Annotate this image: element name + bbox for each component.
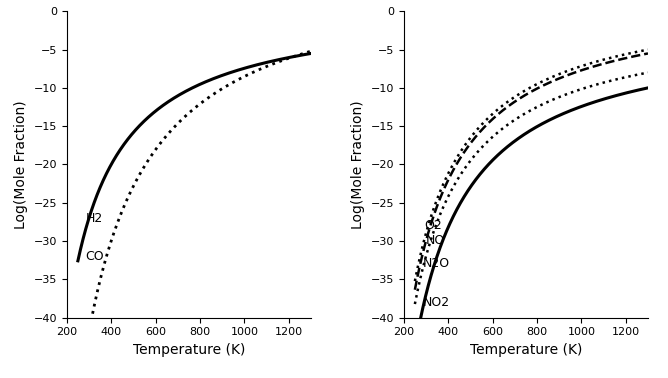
Y-axis label: Log(Mole Fraction): Log(Mole Fraction)	[351, 100, 365, 229]
Text: O2: O2	[424, 219, 442, 232]
Text: CO: CO	[86, 250, 104, 263]
Text: NO2: NO2	[423, 296, 450, 309]
X-axis label: Temperature (K): Temperature (K)	[133, 343, 245, 357]
Text: H2: H2	[86, 212, 103, 225]
X-axis label: Temperature (K): Temperature (K)	[470, 343, 582, 357]
Text: NO: NO	[426, 234, 446, 248]
Text: N2O: N2O	[423, 257, 450, 270]
Y-axis label: Log(Mole Fraction): Log(Mole Fraction)	[14, 100, 28, 229]
